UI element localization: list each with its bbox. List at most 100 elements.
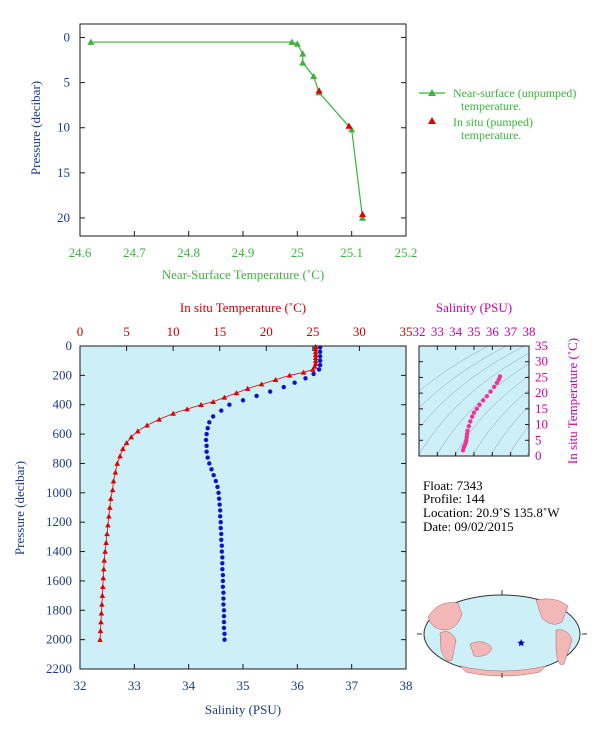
near-surface-y-ticks: 0 5 10 15 20 — [57, 30, 406, 225]
pressure-tick-label: 200 — [53, 367, 73, 382]
temperature-point — [112, 469, 119, 475]
legend-near-surface-marker — [428, 89, 436, 96]
salinity-tick-label: 34 — [182, 678, 196, 693]
salinity-point — [221, 602, 226, 607]
info-location: Location: 20.9˚S 135.8˚W — [423, 505, 560, 520]
ts-x-tick-label: 33 — [431, 324, 444, 339]
ts-plot-area — [419, 346, 529, 456]
temperature-point — [184, 406, 190, 412]
temperature-point — [97, 628, 104, 634]
salinity-tick-label: 33 — [128, 678, 141, 693]
temperature-point — [286, 372, 293, 378]
profile-marks — [97, 343, 323, 642]
temperature-point — [233, 390, 240, 396]
ts-x-tick-label: 37 — [504, 324, 518, 339]
pressure-tick-label: 0 — [66, 338, 73, 353]
salinity-point — [254, 393, 259, 399]
ts-point — [484, 394, 490, 399]
temperature-point — [156, 416, 162, 422]
salinity-point — [204, 431, 209, 437]
near-surface-y-label: Pressure (decibar) — [28, 81, 43, 175]
temperature-point — [312, 354, 319, 360]
near-surface-point — [359, 214, 367, 221]
salinity-point — [204, 443, 209, 449]
temperature-point — [98, 619, 104, 625]
temperature-point — [102, 548, 108, 554]
salinity-tick-label: 35 — [237, 678, 250, 693]
ts-density-contour — [508, 425, 529, 456]
near-surface-point — [299, 50, 307, 57]
pressure-tick-label: 1400 — [46, 544, 72, 559]
near-surface-point — [348, 126, 356, 133]
salinity-point — [221, 613, 227, 619]
salinity-point — [303, 376, 308, 381]
ts-salinity-ticks: 32 33 34 35 36 37 38 — [413, 324, 536, 456]
salinity-point — [240, 398, 246, 403]
profile-pressure-ticks: 0 200 400 600 800 1000 1200 1400 1600 1800 2000 220… — [46, 338, 406, 676]
ts-point — [471, 410, 477, 415]
ts-density-contour — [419, 346, 507, 409]
legend-in-situ-marker — [428, 117, 436, 124]
float-star-marker — [517, 639, 525, 647]
ts-point — [497, 374, 503, 379]
temperature-point — [198, 401, 204, 407]
map-land — [427, 598, 573, 677]
temperature-point — [99, 592, 106, 598]
info-profile: Profile: 144 — [423, 491, 485, 506]
near-surface-point — [288, 38, 296, 45]
temperature-tick-label: 30 — [353, 324, 366, 339]
ts-density-contour — [472, 389, 529, 456]
salinity-point — [219, 408, 224, 413]
temperature-point — [105, 522, 111, 528]
near-surface-x-tick-label: 25.1 — [340, 245, 363, 260]
float-info: Float: 7343 Profile: 144 Location: 20.9˚… — [423, 478, 560, 534]
near-surface-x-tick-label: 25.2 — [395, 245, 418, 260]
salinity-point — [317, 349, 323, 355]
near-surface-y-tick-label: 15 — [57, 165, 70, 180]
legend-in-situ-label-2: temperature. — [461, 128, 521, 142]
salinity-point — [217, 508, 223, 513]
near-surface-y-tick-label: 5 — [64, 75, 71, 90]
near-surface-x-tick-label: 25 — [291, 245, 304, 260]
salinity-point — [217, 502, 222, 507]
location-map — [417, 590, 587, 678]
salinity-point — [281, 384, 286, 390]
temperature-point — [100, 575, 107, 581]
salinity-point — [220, 566, 225, 572]
temperature-tick-label: 20 — [260, 324, 273, 339]
temperature-point — [272, 376, 279, 383]
ts-density-contour — [419, 352, 529, 456]
ts-y-tick-label: 5 — [535, 432, 542, 447]
temperature-point — [107, 504, 113, 510]
salinity-point — [267, 389, 273, 394]
salinity-point — [220, 561, 225, 566]
temperature-point — [123, 440, 130, 446]
near-surface-x-tick-label: 24.8 — [177, 245, 200, 260]
temperature-point — [312, 349, 319, 355]
profile-temperature-ticks: 0 5 10 15 20 25 30 35 — [77, 324, 413, 351]
salinity-point — [222, 637, 227, 642]
ts-contour-group — [419, 346, 529, 456]
salinity-point — [220, 584, 226, 589]
temperature-point — [144, 422, 150, 428]
map-land-australia — [469, 641, 493, 657]
temperature-tick-label: 15 — [213, 324, 226, 339]
temperature-point — [258, 381, 265, 387]
ts-point — [466, 423, 472, 429]
temperature-point — [128, 434, 135, 440]
near-surface-point — [299, 59, 307, 66]
near-surface-point — [310, 72, 318, 80]
salinity-point — [209, 467, 214, 472]
profile-chart: 0 5 10 15 20 25 30 35 32 33 34 35 36 37 38 0 200 400 600… — [12, 300, 413, 717]
info-date: Date: 09/02/2015 — [423, 519, 514, 534]
salinity-point — [219, 543, 225, 548]
temperature-point — [104, 531, 110, 537]
salinity-point — [221, 608, 227, 613]
ts-y-tick-label: 35 — [535, 338, 548, 353]
near-surface-x-tick-label: 24.6 — [69, 245, 92, 260]
salinity-tick-label: 37 — [345, 678, 359, 693]
near-surface-x-label: Near-Surface Temperature (˚C) — [162, 267, 324, 282]
temperature-point — [134, 428, 141, 434]
temperature-point — [300, 369, 307, 375]
salinity-point — [221, 590, 226, 595]
